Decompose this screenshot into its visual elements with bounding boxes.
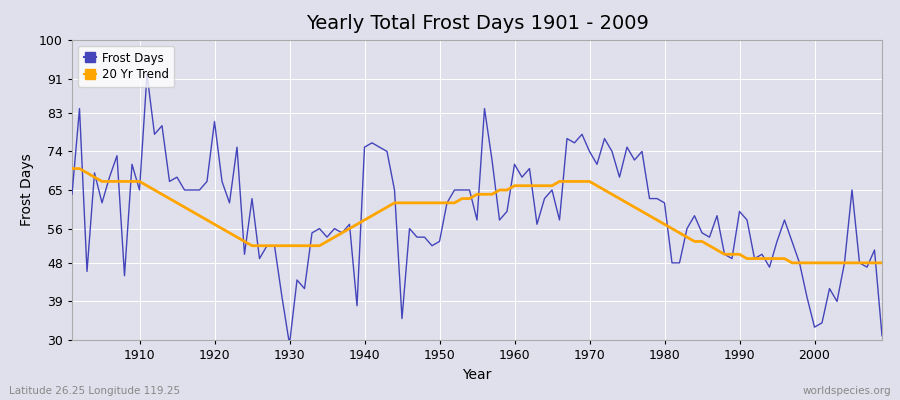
Title: Yearly Total Frost Days 1901 - 2009: Yearly Total Frost Days 1901 - 2009	[306, 14, 648, 33]
Frost Days	[141, 72, 152, 77]
Frost Days	[517, 175, 527, 180]
Text: worldspecies.org: worldspecies.org	[803, 386, 891, 396]
20 Yr Trend	[877, 260, 887, 265]
Line: 20 Yr Trend: 20 Yr Trend	[72, 168, 882, 263]
Frost Days	[307, 230, 318, 235]
20 Yr Trend	[509, 183, 520, 188]
20 Yr Trend	[501, 188, 512, 192]
Frost Days	[67, 192, 77, 197]
20 Yr Trend	[127, 179, 138, 184]
X-axis label: Year: Year	[463, 368, 491, 382]
Line: Frost Days: Frost Days	[72, 74, 882, 344]
20 Yr Trend	[67, 166, 77, 171]
20 Yr Trend	[787, 260, 797, 265]
Frost Days	[614, 175, 625, 180]
20 Yr Trend	[292, 243, 302, 248]
Text: Latitude 26.25 Longitude 119.25: Latitude 26.25 Longitude 119.25	[9, 386, 180, 396]
Frost Days	[352, 303, 363, 308]
Frost Days	[127, 162, 138, 167]
Frost Days	[877, 333, 887, 338]
Legend: Frost Days, 20 Yr Trend: Frost Days, 20 Yr Trend	[78, 46, 175, 87]
20 Yr Trend	[599, 188, 610, 192]
Frost Days	[524, 166, 535, 171]
Y-axis label: Frost Days: Frost Days	[20, 154, 33, 226]
20 Yr Trend	[337, 230, 347, 235]
Frost Days	[284, 342, 295, 347]
